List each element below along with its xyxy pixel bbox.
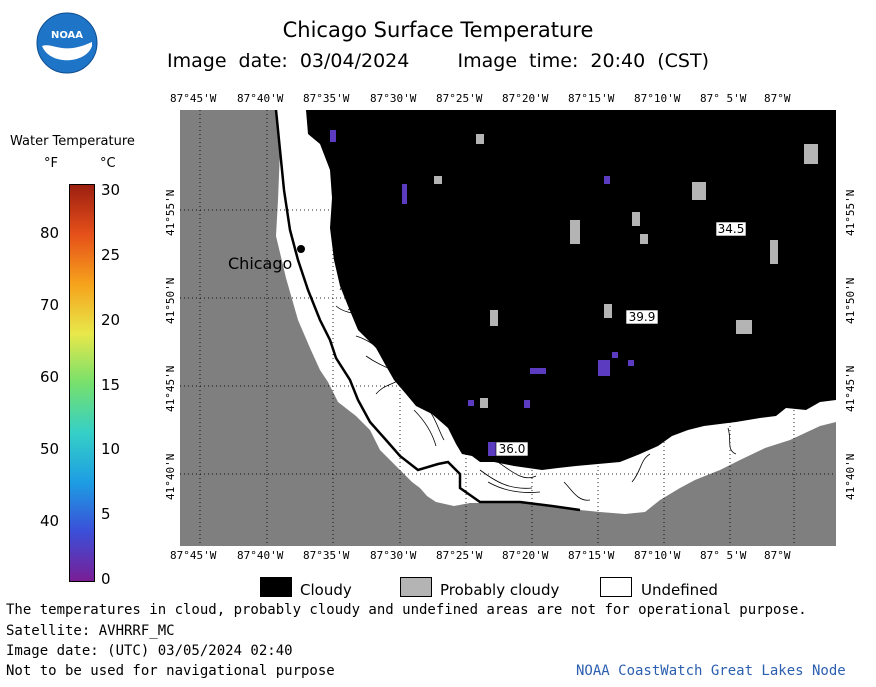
utc-date-text: Image date: (UTC) 03/05/2024 02:40 [6,643,293,659]
chicago-marker [297,245,305,253]
colorbar-title: Water Temperature [10,134,135,149]
legend-undefined-swatch [600,577,632,597]
probably-cloudy-patches [434,134,818,408]
noaa-credit: NOAA CoastWatch Great Lakes Node [576,663,846,679]
longitude-label-top: 87°15'W [568,92,615,105]
colorbar-c-tick: 10 [101,440,121,459]
latitude-label-right: 41°45'N [844,365,857,412]
legend-probably-cloudy-swatch [400,577,432,597]
colorbar-f-tick: 50 [40,440,60,459]
colorbar-f-tick: 60 [40,368,60,387]
longitude-label-top: 87°45'W [170,92,217,105]
longitude-label-bottom: 87°30'W [370,549,417,562]
graticule [180,110,836,546]
colorbar-f-tick: 70 [40,296,60,315]
map: 34.5 39.9 36.0 Chicago [180,110,836,546]
latitude-label-right: 41°55'N [844,189,857,236]
water-temperature-pixels [330,130,634,456]
svg-text:34.5: 34.5 [718,222,745,236]
latitude-label-left: 41°45'N [164,365,177,412]
contour-lines [335,259,737,501]
longitude-label-top: 87°40'W [237,92,284,105]
legend-cloudy-swatch [260,577,292,597]
temp-label-1: 34.5 [715,221,747,237]
legend-cloudy-label: Cloudy [300,581,352,599]
navigation-warning: Not to be used for navigational purpose [6,663,335,679]
longitude-label-bottom: 87°W [764,549,791,562]
colorbar-c-tick: 0 [101,570,111,588]
legend-probably-cloudy-label: Probably cloudy [440,581,560,599]
longitude-label-bottom: 87°35'W [303,549,350,562]
colorbar [69,184,95,582]
longitude-label-bottom: 87°25'W [436,549,483,562]
longitude-label-top: 87°20'W [502,92,549,105]
svg-text:36.0: 36.0 [499,442,526,456]
longitude-label-top: 87°35'W [303,92,350,105]
colorbar-f-tick: 40 [40,512,60,531]
temp-label-2: 39.9 [625,309,659,325]
colorbar-f-tick: 80 [40,224,60,243]
city-label: Chicago [228,254,292,273]
longitude-label-top: 87°10'W [634,92,681,105]
latitude-label-left: 41°55'N [164,189,177,236]
colorbar-c-tick: 5 [101,505,111,524]
satellite-text: Satellite: AVHRRF_MC [6,623,175,639]
longitude-label-top: 87°30'W [370,92,417,105]
svg-text:NOAA: NOAA [51,30,83,41]
temp-label-3: 36.0 [495,441,529,457]
colorbar-c-tick: 20 [101,310,121,329]
map-title: Chicago Surface Temperature [282,18,594,42]
latitude-label-left: 41°50'N [164,277,177,324]
colorbar-c-tick: 15 [101,375,121,394]
longitude-label-bottom: 87°40'W [237,549,284,562]
latitude-label-right: 41°40'N [844,453,857,500]
longitude-label-bottom: 87°20'W [502,549,549,562]
longitude-label-top: 87°W [764,92,791,105]
longitude-label-bottom: 87° 5'W [700,549,747,562]
longitude-label-bottom: 87°15'W [568,549,615,562]
unit-fahrenheit: °F [44,156,58,171]
longitude-label-bottom: 87°10'W [634,549,681,562]
coastline [274,110,581,512]
unit-celsius: °C [100,156,116,171]
image-date: Image date: 03/04/2024 [167,50,410,72]
image-time: Image time: 20:40 (CST) [457,50,709,72]
longitude-label-bottom: 87°45'W [170,549,217,562]
noaa-logo: NOAA [36,12,98,74]
latitude-label-left: 41°40'N [164,453,177,500]
colorbar-c-tick: 30 [101,181,121,199]
disclaimer-text: The temperatures in cloud, probably clou… [6,602,807,618]
image-date-time: Image date: 03/04/2024 Image time: 20:40… [0,50,876,72]
latitude-label-right: 41°50'N [844,277,857,324]
colorbar-c-tick: 25 [101,245,121,264]
legend-undefined-label: Undefined [641,581,718,599]
svg-text:39.9: 39.9 [629,310,656,324]
longitude-label-top: 87° 5'W [700,92,747,105]
longitude-label-top: 87°25'W [436,92,483,105]
